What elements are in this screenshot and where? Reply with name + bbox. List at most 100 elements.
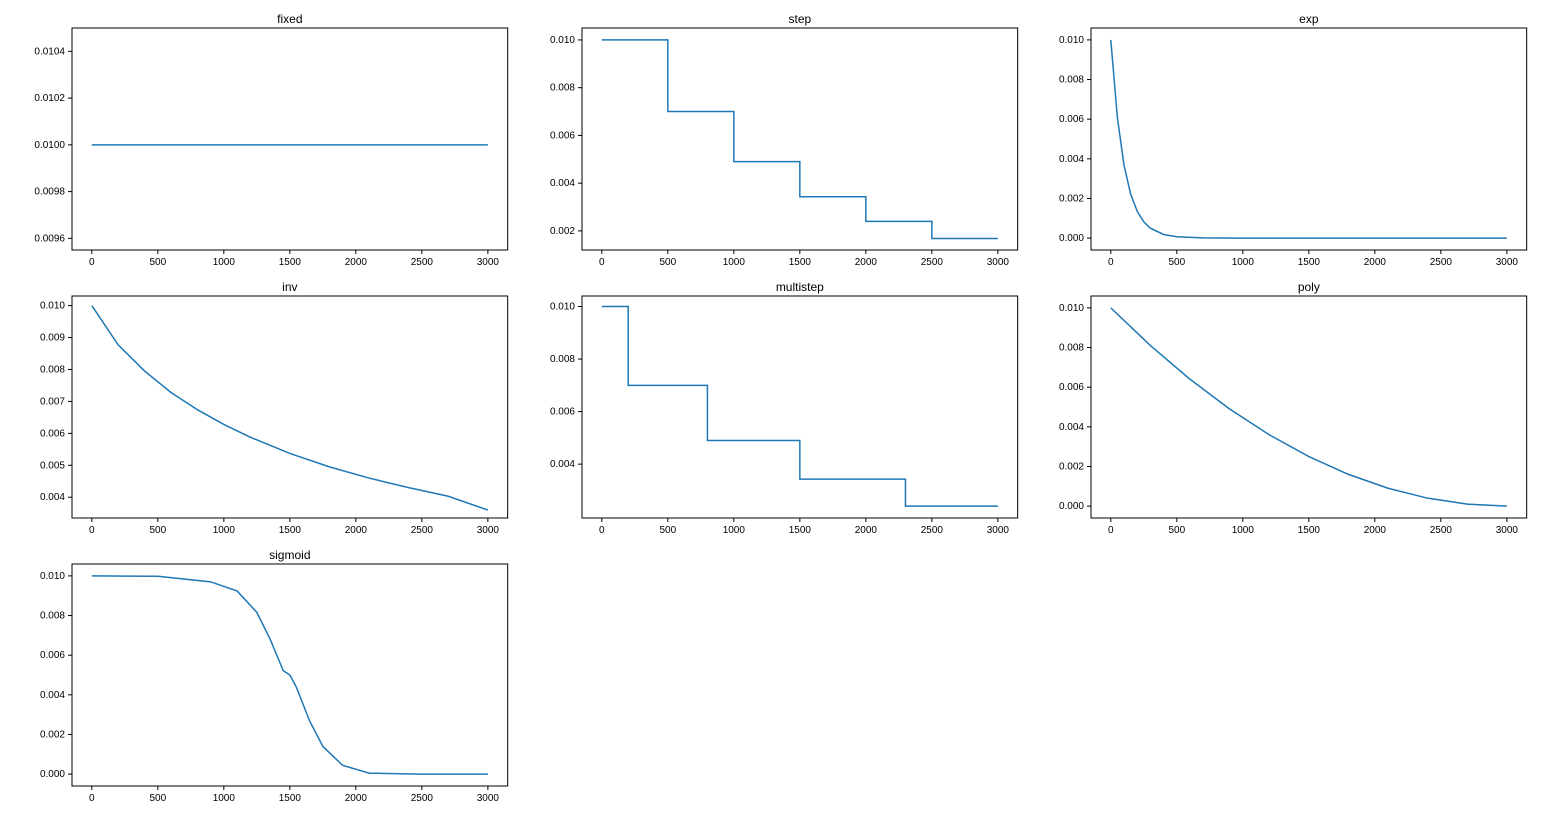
x-tick-label: 0 (1108, 525, 1114, 536)
y-tick-label: 0.006 (40, 428, 65, 439)
y-tick-label: 0.0102 (34, 93, 65, 104)
chart-grid: fixed 0 500 1000 1500 2000 2500 3000 0.0096 0.009… (10, 10, 1539, 814)
chart-title: exp (1299, 12, 1319, 26)
data-line (1111, 40, 1507, 238)
x-tick-label: 3000 (986, 525, 1009, 536)
y-tick-label: 0.008 (550, 83, 575, 94)
y-tick-label: 0.000 (1059, 233, 1084, 244)
x-tick-label: 2500 (411, 257, 434, 268)
x-tick-label: 0 (599, 525, 605, 536)
x-tick-label: 2000 (345, 257, 368, 268)
x-tick-label: 500 (149, 793, 166, 804)
y-tick-label: 0.010 (550, 302, 575, 313)
chart-title: multistep (775, 280, 823, 294)
y-tick-label: 0.006 (550, 407, 575, 418)
x-tick-label: 500 (1169, 525, 1186, 536)
x-tick-label: 1500 (788, 525, 811, 536)
x-tick-label: 2500 (1430, 525, 1453, 536)
chart-inv: inv 0 500 1000 1500 2000 2500 3000 0.004 0.005 0.0… (10, 278, 520, 546)
x-tick-label: 1000 (213, 257, 236, 268)
y-tick-label: 0.004 (40, 690, 65, 701)
x-tick-label: 1000 (213, 525, 236, 536)
data-line (92, 576, 488, 774)
y-tick-label: 0.002 (1059, 193, 1084, 204)
x-tick-label: 1500 (279, 525, 302, 536)
y-tick-label: 0.009 (40, 333, 65, 344)
y-tick-label: 0.002 (40, 729, 65, 740)
x-tick-label: 1000 (722, 525, 745, 536)
y-tick-label: 0.0098 (34, 187, 65, 198)
y-tick-label: 0.002 (1059, 461, 1084, 472)
chart-title: inv (282, 280, 297, 294)
x-tick-label: 2500 (920, 525, 943, 536)
y-tick-label: 0.004 (40, 492, 65, 503)
x-tick-label: 1000 (213, 793, 236, 804)
chart-poly: poly0500100015002000250030000.0000.0020.… (1029, 278, 1539, 546)
chart-title: poly (1298, 280, 1320, 294)
y-tick-label: 0.006 (1059, 114, 1084, 125)
x-tick-label: 1500 (279, 793, 302, 804)
x-tick-label: 0 (89, 793, 95, 804)
y-tick-label: 0.008 (1059, 75, 1084, 86)
x-tick-label: 2500 (411, 525, 434, 536)
y-tick-label: 0.008 (40, 364, 65, 375)
x-tick-label: 2500 (920, 257, 943, 268)
x-tick-label: 2000 (854, 525, 877, 536)
y-tick-label: 0.008 (40, 611, 65, 622)
chart-exp: exp0500100015002000250030000.0000.0020.0… (1029, 10, 1539, 278)
chart-multistep: multistep 0 500 1000 1500 2000 2500 3000 0.004 0.… (520, 278, 1030, 546)
chart-title: step (788, 12, 811, 26)
x-tick-label: 0 (89, 257, 95, 268)
x-tick-label: 2000 (345, 793, 368, 804)
x-tick-label: 2500 (1430, 257, 1453, 268)
y-tick-label: 0.004 (1059, 422, 1084, 433)
chart-title: sigmoid (269, 548, 310, 562)
y-tick-label: 0.000 (1059, 501, 1084, 512)
y-tick-label: 0.002 (550, 226, 575, 237)
y-tick-label: 0.004 (550, 178, 575, 189)
y-tick-label: 0.004 (1059, 154, 1084, 165)
y-tick-label: 0.0104 (34, 46, 65, 57)
x-tick-label: 3000 (1496, 525, 1519, 536)
y-tick-label: 0.010 (550, 35, 575, 46)
y-tick-label: 0.008 (1059, 343, 1084, 354)
y-tick-label: 0.010 (40, 301, 65, 312)
x-tick-label: 2000 (1364, 525, 1387, 536)
y-tick-label: 0.010 (1059, 303, 1084, 314)
chart-title: fixed (277, 12, 302, 26)
x-tick-label: 3000 (477, 525, 500, 536)
data-line (601, 40, 997, 239)
y-tick-label: 0.007 (40, 396, 65, 407)
x-tick-label: 500 (659, 257, 676, 268)
x-tick-label: 500 (659, 525, 676, 536)
y-tick-label: 0.010 (1059, 35, 1084, 46)
x-tick-label: 1500 (279, 257, 302, 268)
y-tick-label: 0.0100 (34, 140, 65, 151)
x-tick-label: 0 (89, 525, 95, 536)
x-tick-label: 2000 (854, 257, 877, 268)
x-tick-label: 2000 (1364, 257, 1387, 268)
y-tick-label: 0.005 (40, 460, 65, 471)
data-line (1111, 308, 1507, 506)
data-line (601, 307, 997, 507)
x-tick-label: 3000 (477, 793, 500, 804)
y-tick-label: 0.0096 (34, 233, 65, 244)
x-tick-label: 3000 (477, 257, 500, 268)
x-tick-label: 0 (1108, 257, 1114, 268)
x-tick-label: 1000 (1232, 525, 1255, 536)
x-tick-label: 500 (1169, 257, 1186, 268)
x-tick-label: 3000 (1496, 257, 1519, 268)
data-line (92, 306, 488, 510)
chart-step: step0500100015002000250030000.0020.0040.… (520, 10, 1030, 278)
x-tick-label: 3000 (986, 257, 1009, 268)
y-tick-label: 0.000 (40, 769, 65, 780)
x-tick-label: 2000 (345, 525, 368, 536)
x-tick-label: 1000 (722, 257, 745, 268)
y-tick-label: 0.006 (40, 650, 65, 661)
x-tick-label: 500 (149, 525, 166, 536)
y-tick-label: 0.004 (550, 459, 575, 470)
y-tick-label: 0.006 (550, 130, 575, 141)
x-tick-label: 500 (149, 257, 166, 268)
y-tick-label: 0.008 (550, 354, 575, 365)
chart-sigmoid: sigmoid0500100015002000250030000.0000.00… (10, 546, 520, 814)
